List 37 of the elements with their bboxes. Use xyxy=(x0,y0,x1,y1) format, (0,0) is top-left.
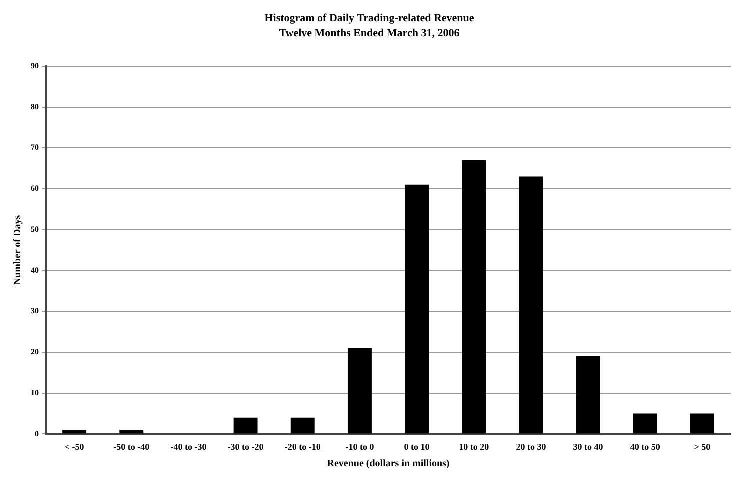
chart-subtitle: Twelve Months Ended March 31, 2006 xyxy=(279,28,460,40)
y-tick-label: 0 xyxy=(35,429,39,438)
x-tick-label: -10 to 0 xyxy=(346,442,375,452)
bar xyxy=(462,160,486,434)
bar xyxy=(234,418,258,434)
x-tick-label: < -50 xyxy=(64,442,85,452)
x-tick-label: 30 to 40 xyxy=(573,442,604,452)
bar xyxy=(405,184,430,434)
y-tick-label: 60 xyxy=(31,184,39,194)
x-tick-label: -50 to -40 xyxy=(114,442,150,452)
y-tick-label: 30 xyxy=(31,306,39,316)
y-tick-label: 70 xyxy=(31,143,39,152)
x-axis-title: Revenue (dollars in millions) xyxy=(327,458,450,470)
x-tick-label: 40 to 50 xyxy=(630,442,661,452)
x-tick-label: > 50 xyxy=(694,442,712,452)
x-tick-label: 0 to 10 xyxy=(404,442,430,452)
y-tick-label: 50 xyxy=(31,224,39,234)
y-tick-label: 20 xyxy=(31,348,39,357)
y-tick-label: 10 xyxy=(31,388,39,398)
x-tick-label: 10 to 20 xyxy=(459,442,490,452)
x-tick-label: 20 to 30 xyxy=(516,442,547,452)
bar xyxy=(348,348,372,434)
bar xyxy=(576,356,600,434)
chart-title: Histogram of Daily Trading-related Revenue xyxy=(264,12,474,24)
bar xyxy=(690,414,714,434)
bar xyxy=(120,430,144,434)
y-tick-label: 40 xyxy=(31,266,39,275)
y-tick-label: 90 xyxy=(31,61,39,70)
x-tick-label: -30 to -20 xyxy=(228,442,264,452)
bar xyxy=(62,430,87,434)
y-tick-label: 80 xyxy=(31,102,39,112)
bar xyxy=(633,414,658,434)
x-tick-label: -40 to -30 xyxy=(170,442,208,452)
bar xyxy=(290,418,315,434)
y-axis-title: Number of Days xyxy=(12,215,24,286)
bar xyxy=(519,176,544,434)
x-tick-label: -20 to -10 xyxy=(284,442,322,452)
